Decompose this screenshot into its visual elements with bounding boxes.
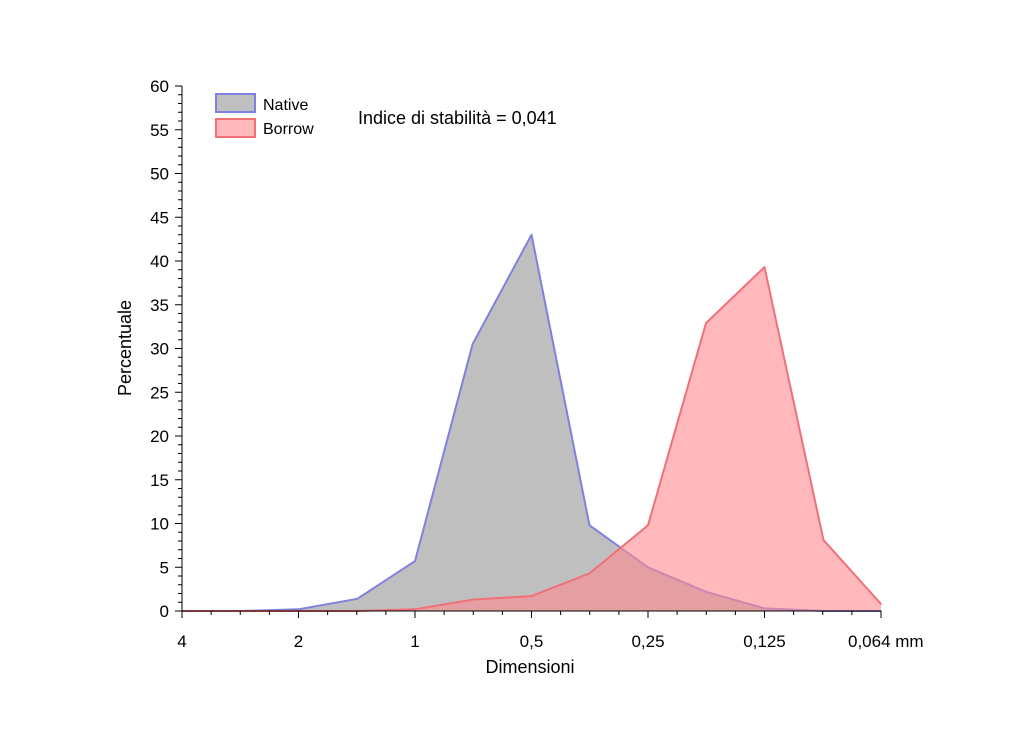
legend-label-native: Native (263, 97, 308, 114)
x-tick-label: 0,5 (520, 632, 544, 651)
y-axis-label: Percentuale (115, 300, 135, 396)
x-tick-label: 0,125 (743, 632, 786, 651)
axes: 0 5 10 15 20 25 30 35 40 45 50 55 60 4 2 1 0,5 0,25 0,125 0… (150, 77, 924, 651)
y-tick-label: 60 (150, 77, 169, 96)
x-tick-label: 0,25 (631, 632, 664, 651)
y-tick-label: 5 (160, 558, 169, 577)
point-borrow-11 (822, 539, 825, 541)
plot-areas (181, 233, 882, 612)
stability-index-annotation: Indice di stabilità = 0,041 (358, 108, 557, 128)
area-borrow (182, 267, 881, 611)
legend-label-borrow: Borrow (263, 121, 314, 138)
legend-swatch-native (215, 93, 256, 113)
point-native-4 (414, 560, 416, 562)
legend: Native Borrow (215, 93, 314, 138)
y-tick-label: 10 (150, 515, 169, 534)
point-borrow-12 (880, 603, 882, 605)
point-borrow-5 (471, 598, 474, 601)
point-borrow-4 (414, 608, 416, 611)
x-axis-label: Dimensioni (485, 657, 574, 677)
y-tick-label: 50 (150, 165, 169, 184)
x-tick-label: 1 (410, 632, 419, 651)
x-tick-label: 2 (294, 632, 303, 651)
point-native-6 (530, 234, 533, 236)
y-tick-label: 20 (150, 427, 169, 446)
y-tick-label: 40 (150, 252, 169, 271)
y-tick-label: 55 (150, 121, 169, 140)
point-native-3 (356, 598, 359, 600)
point-native-2 (297, 608, 300, 611)
point-borrow-6 (530, 595, 533, 597)
y-tick-label: 45 (150, 208, 169, 227)
x-tick-label: 4 (177, 632, 186, 651)
point-borrow-10 (763, 266, 766, 268)
area-native (182, 234, 881, 612)
x-tick-label: 0,064 mm (848, 632, 924, 651)
legend-swatch-borrow (215, 118, 256, 138)
y-tick-label: 25 (150, 383, 169, 402)
y-tick-label: 30 (150, 340, 169, 359)
point-native-5 (471, 343, 474, 345)
point-borrow-9 (705, 322, 707, 324)
point-borrow-8 (647, 524, 649, 527)
y-tick-label: 15 (150, 471, 169, 490)
point-native-7 (588, 524, 591, 527)
y-tick-label: 35 (150, 296, 169, 315)
y-tick-label: 0 (160, 602, 169, 621)
point-borrow-7 (588, 572, 591, 575)
